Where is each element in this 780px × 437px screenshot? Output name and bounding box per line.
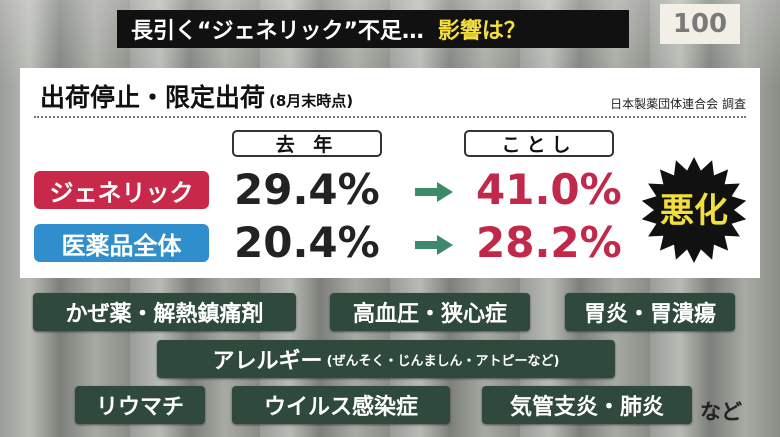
value-all-drugs-this-year: 28.2%	[476, 218, 622, 267]
category-chip-rheumatism: リウマチ	[75, 386, 205, 424]
banner-highlight: 影響は？	[437, 19, 526, 44]
verdict-burst: 悪化	[641, 157, 747, 263]
category-chip-hypertension: 高血圧・狭心症	[330, 293, 530, 331]
arrow-right-icon	[415, 182, 453, 202]
column-header-this-year: ことし	[464, 130, 614, 157]
category-chip-gastritis: 胃炎・胃潰瘍	[565, 293, 735, 331]
category-chip-viral-infection: ウイルス感染症	[232, 386, 450, 424]
arrow-right-icon	[415, 235, 453, 255]
panel-title-text: 出荷停止・限定出荷	[40, 83, 266, 112]
top-banner: 長引く“ジェネリック”不足… 影響は？	[117, 10, 629, 48]
category-allergy-label: アレルギー	[212, 349, 323, 374]
panel-source: 日本製薬団体連合会 調査	[610, 97, 746, 111]
panel-title: 出荷停止・限定出荷 (8月末時点)	[40, 78, 353, 114]
row-label-all-drugs: 医薬品全体	[34, 224, 209, 262]
info-panel: 出荷停止・限定出荷 (8月末時点) 日本製薬団体連合会 調査 去 年 ことし ジェ…	[20, 68, 760, 278]
category-chip-allergy: アレルギー (ぜんそく・じんましん・アトピーなど)	[157, 340, 615, 378]
categories-etc: など	[700, 400, 742, 424]
panel-subtitle: (8月末時点)	[269, 92, 354, 110]
value-all-drugs-last-year: 20.4%	[234, 218, 380, 267]
column-header-last-year: 去 年	[232, 130, 382, 157]
banner-title: 長引く“ジェネリック”不足…	[131, 19, 424, 44]
dotted-divider	[34, 116, 746, 118]
category-allergy-note: (ぜんそく・じんましん・アトピーなど)	[326, 353, 560, 369]
category-chip-bronchitis: 気管支炎・肺炎	[482, 386, 692, 424]
category-chip-cold-medicine: かぜ薬・解熱鎮痛剤	[33, 293, 296, 331]
shelf-price-tag: 100	[660, 4, 740, 44]
value-generic-last-year: 29.4%	[234, 165, 380, 214]
row-label-generic: ジェネリック	[34, 171, 209, 209]
value-generic-this-year: 41.0%	[476, 165, 622, 214]
verdict-text: 悪化	[660, 191, 728, 231]
